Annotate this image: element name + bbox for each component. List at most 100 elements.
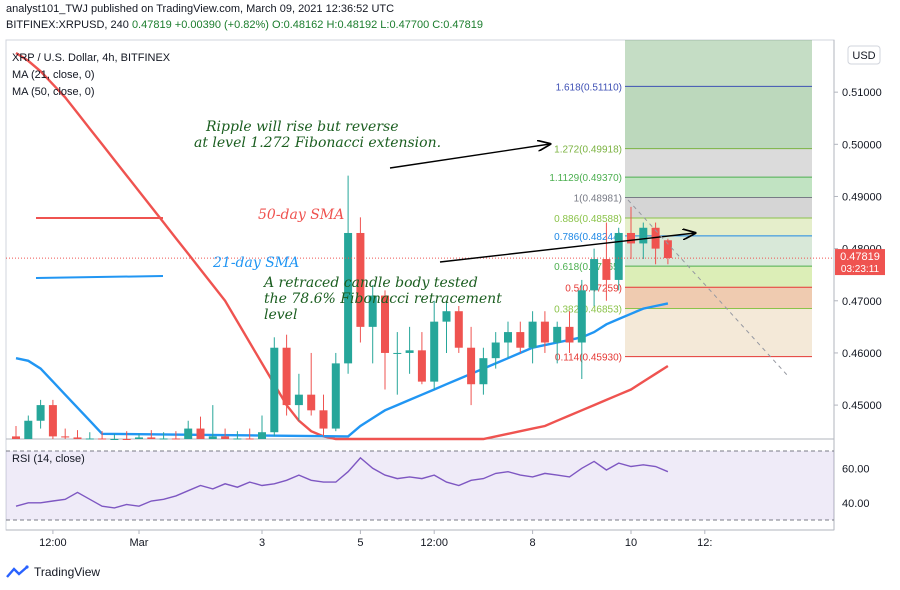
candle-body — [663, 240, 672, 259]
tradingview-logo[interactable]: TradingView — [6, 565, 100, 579]
candle-body — [430, 321, 439, 382]
currency-label: USD — [852, 50, 875, 62]
time-tick-label: 8 — [530, 537, 536, 549]
ohlc-values: O:0.48162 H:0.48192 L:0.47700 C:0.47819 — [272, 19, 484, 31]
symbol-interval: BITFINEX:XRPUSD, 240 — [6, 19, 129, 31]
candle-body — [110, 439, 119, 440]
candle-body — [245, 438, 254, 440]
candle-body — [184, 428, 193, 439]
fib-zone — [625, 266, 812, 288]
sma21-marker-line — [35, 275, 164, 279]
candle-body — [85, 438, 94, 440]
last-price-tag — [835, 249, 885, 276]
candle-body — [577, 290, 586, 343]
fib-level-label: 1.618(0.51110) — [556, 82, 622, 93]
fib-zone — [625, 197, 812, 218]
candle-body — [331, 363, 340, 429]
candle-body — [24, 420, 33, 439]
candle-body — [381, 295, 389, 353]
candle-body — [602, 259, 611, 280]
candle-body — [171, 438, 180, 440]
legend-symbol: XRP / U.S. Dollar, 4h, BITFINEX — [12, 52, 171, 64]
price-tick-label: 0.47000 — [842, 296, 882, 308]
candle-body — [454, 311, 463, 348]
time-tick-label: 3 — [259, 537, 265, 549]
candle-body — [307, 394, 316, 411]
candle-body — [270, 347, 279, 433]
ma21-path — [15, 302, 669, 438]
time-tick-label: 12: — [697, 537, 712, 549]
candle-body — [651, 227, 660, 249]
candle-body — [98, 438, 107, 440]
fib-level-label: 0.786(0.48244) — [554, 232, 622, 243]
time-tick-label: 12:00 — [420, 537, 448, 549]
annotation-retrace-line1: A retraced candle body tested — [262, 275, 478, 291]
currency-badge[interactable] — [847, 45, 881, 65]
candle-body — [393, 352, 402, 354]
fib-level-label: 0.618(0.47665) — [554, 262, 622, 273]
candle-body — [282, 347, 291, 406]
price-tick-label: 0.50000 — [842, 139, 882, 151]
annotation-ripple-line2: at level 1.272 Fibonacci extension. — [194, 135, 441, 151]
symbol-ohlc-line: BITFINEX:XRPUSD, 240 0.47819 +0.00390 (+… — [6, 19, 483, 31]
fib-zone — [625, 177, 812, 198]
legend-ma21[interactable]: MA (21, close, 0) — [12, 69, 95, 81]
annotation-sma21: 21-day SMA — [212, 255, 299, 271]
annotation-retrace-line3: level — [264, 307, 297, 323]
price-tick-label: 0.46000 — [842, 348, 882, 360]
tradingview-logo-icon — [6, 565, 29, 578]
rsi-tick-label: 40.00 — [842, 498, 870, 510]
fib-level-label: 0.114(0.45930) — [555, 353, 622, 364]
fib-zone — [625, 86, 812, 149]
legend-rsi[interactable]: RSI (14, close) — [12, 453, 85, 465]
annotation-retrace-line2: the 78.6% Fibonacci retracement — [264, 291, 502, 307]
candle-body — [504, 332, 512, 343]
candle-body — [208, 436, 217, 439]
fib-zone — [625, 40, 812, 87]
candle-body — [368, 295, 377, 327]
fibonacci-extension[interactable]: 1.618(0.51110) 1.272(0.49918) 1.1129(0.493… — [549, 40, 812, 364]
time-tick-label: 10 — [625, 537, 637, 549]
candle-body — [221, 436, 230, 439]
rsi-tick-label: 60.00 — [842, 463, 870, 475]
annotation-sma50: 50-day SMA — [258, 207, 344, 223]
candle-body — [467, 347, 476, 385]
arrow-to-1272 — [389, 144, 550, 169]
candle-body — [516, 332, 525, 348]
time-axis[interactable]: 12:00 Mar 3 5 12:00 8 10 12: — [39, 530, 712, 549]
fib-level-label: 1.1129(0.49370) — [549, 173, 622, 184]
fib-zone — [625, 148, 812, 178]
fib-level-label: 1(0.48981) — [574, 193, 622, 204]
fib-zone — [625, 217, 812, 236]
last-price: 0.47819 — [131, 19, 172, 31]
candle-body — [258, 432, 266, 439]
candle-body — [491, 342, 500, 359]
bar-countdown: 03:23:11 — [841, 264, 880, 275]
candle-body — [344, 232, 353, 364]
candle-body — [540, 321, 549, 343]
fib-level-label: 0.886(0.48588) — [554, 214, 622, 225]
candle-body — [614, 232, 623, 280]
fib-level-label: 1.272(0.49918) — [554, 145, 622, 156]
candle-body — [528, 321, 537, 348]
candle-body — [479, 358, 488, 385]
last-price-value: 0.47819 — [840, 251, 880, 263]
time-tick-label: Mar — [130, 537, 149, 549]
candle-body — [553, 326, 562, 343]
candle-body — [565, 326, 574, 343]
candle-body — [405, 350, 414, 353]
candle-body — [36, 405, 45, 421]
candles — [12, 175, 672, 440]
candle-body — [233, 438, 242, 440]
time-tick-label: 12:00 — [39, 537, 67, 549]
ma50-line — [15, 51, 669, 441]
candle-body — [122, 439, 131, 440]
ma21-line — [15, 302, 669, 438]
candle-body — [294, 394, 303, 406]
ma50-path — [15, 51, 669, 441]
candle-body — [627, 232, 635, 244]
price-change: +0.00390 (+0.82%) — [174, 19, 269, 31]
legend-ma50[interactable]: MA (50, close, 0) — [12, 86, 95, 98]
annotation-ripple-line1: Ripple will rise but reverse — [205, 119, 399, 135]
